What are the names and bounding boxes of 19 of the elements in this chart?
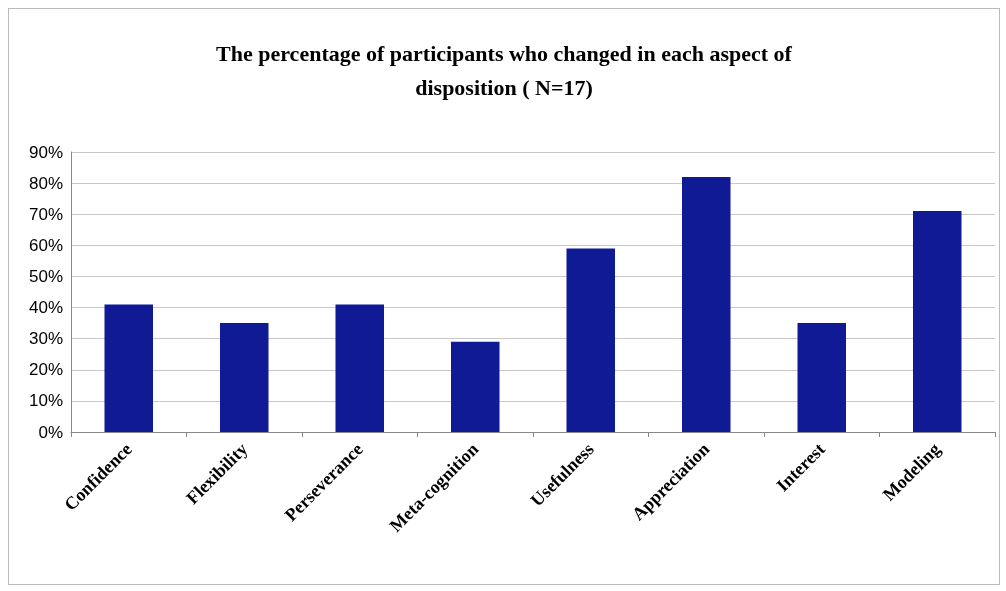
y-tick-label: 70%: [28, 204, 63, 224]
bar: [451, 341, 500, 432]
y-tick-label: 10%: [28, 391, 63, 411]
bar: [913, 211, 962, 432]
bar: [335, 304, 385, 432]
y-tick-label: 50%: [28, 266, 63, 286]
y-tick-label: 30%: [28, 329, 63, 349]
bar: [566, 248, 616, 432]
y-tick-label: 0%: [38, 422, 63, 442]
bar: [797, 323, 847, 432]
bar: [220, 323, 269, 432]
bar: [682, 176, 731, 432]
y-tick-label: 80%: [28, 173, 63, 193]
bar: [104, 304, 154, 432]
y-tick-label: 20%: [28, 360, 63, 380]
y-tick-label: 60%: [28, 235, 63, 255]
y-tick-label: 40%: [28, 298, 63, 318]
y-tick-label: 90%: [28, 142, 63, 162]
chart-title: The percentage of participants who changed in each aspect of disposition ( N=17): [216, 40, 793, 100]
